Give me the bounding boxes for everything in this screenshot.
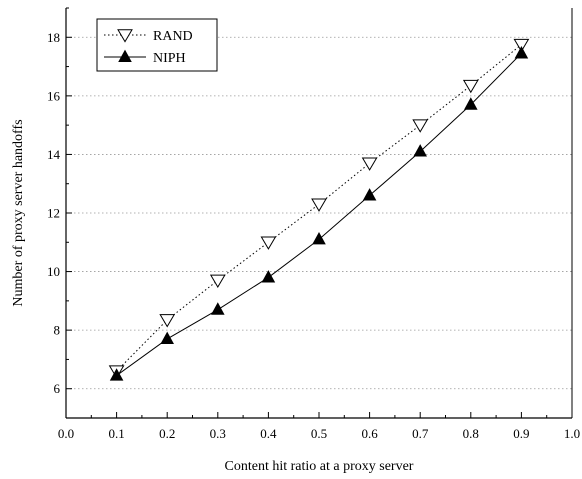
x-tick-label: 0.4 — [260, 426, 277, 441]
data-point-niph — [514, 46, 529, 59]
y-tick-label: 10 — [47, 264, 60, 279]
x-axis-title: Content hit ratio at a proxy server — [225, 459, 414, 474]
legend: RAND NIPH — [96, 18, 218, 72]
data-point-rand — [209, 274, 226, 288]
legend-items: RAND NIPH — [104, 29, 193, 66]
x-tick-label: 0.2 — [159, 426, 175, 441]
x-tick-label: 1.0 — [564, 426, 580, 441]
data-point-niph — [464, 97, 478, 110]
data-point-niph — [160, 331, 174, 344]
series-line-niph — [116, 53, 522, 376]
data-point-rand — [260, 236, 277, 250]
data-point-niph — [362, 188, 377, 201]
legend-box — [96, 18, 218, 72]
y-tick-label: 6 — [54, 381, 61, 396]
series-niph — [109, 46, 529, 381]
data-point-niph — [312, 232, 326, 245]
legend-marker-rand — [117, 29, 133, 43]
legend-marker-niph — [118, 49, 132, 63]
x-tick-label: 0.5 — [311, 426, 327, 441]
data-point-niph — [211, 302, 225, 315]
legend-label-niph: NIPH — [153, 51, 186, 66]
series — [108, 38, 530, 381]
data-point-niph — [109, 368, 124, 381]
series-line-rand — [116, 44, 522, 372]
ticks: 6 8 10 12 14 16 18 0.0 0.1 0.2 0.3 0.4 0.5 0.6 0.7 0.8 0… — [47, 7, 580, 441]
data-point-rand — [361, 157, 378, 171]
data-point-rand — [462, 79, 479, 94]
x-tick-label: 0.1 — [108, 426, 124, 441]
y-tick-label: 18 — [47, 30, 60, 45]
x-tick-label: 0.3 — [210, 426, 226, 441]
data-point-rand — [311, 198, 327, 212]
x-tick-label: 0.9 — [513, 426, 529, 441]
y-axis-title: Number of proxy server handoffs — [11, 119, 26, 306]
data-point-niph — [413, 144, 427, 157]
x-tick-label: 0.8 — [463, 426, 479, 441]
y-tick-label: 14 — [47, 147, 61, 162]
y-tick-label: 16 — [47, 88, 61, 103]
grid — [66, 36, 572, 390]
x-tick-label: 0.0 — [58, 426, 74, 441]
data-point-rand — [412, 119, 429, 133]
legend-label-rand: RAND — [153, 29, 193, 44]
data-point-rand — [513, 38, 530, 53]
y-tick-label: 12 — [47, 206, 60, 221]
x-tick-label: 0.6 — [361, 426, 378, 441]
data-point-niph — [261, 270, 276, 283]
y-tick-label: 8 — [54, 323, 61, 338]
series-rand — [108, 38, 530, 379]
data-point-rand — [159, 314, 176, 328]
x-tick-label: 0.7 — [412, 426, 429, 441]
